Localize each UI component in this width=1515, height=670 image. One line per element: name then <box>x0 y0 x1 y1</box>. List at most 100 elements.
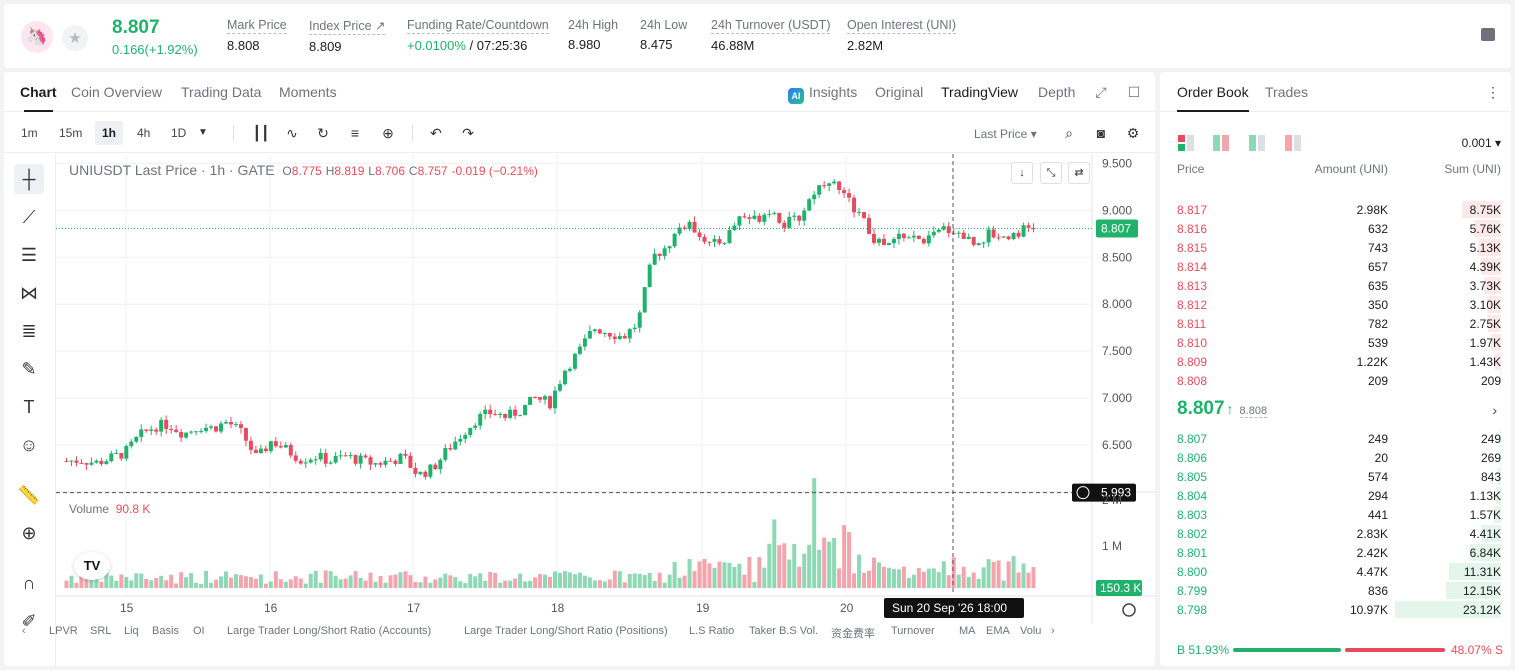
arrow-down-icon[interactable]: ↓ <box>1011 162 1033 184</box>
timeframe-1m[interactable]: 1m <box>21 126 38 140</box>
favorite-star-icon[interactable]: ★ <box>62 25 88 51</box>
candle-type-icon[interactable]: ┃┃ <box>252 125 270 141</box>
ask-row[interactable]: 8.808 209 209 <box>1160 371 1511 390</box>
tradingview-logo[interactable]: TV <box>74 552 110 580</box>
timeframe-dropdown-icon[interactable]: ▼ <box>198 127 208 138</box>
ask-row[interactable]: 8.810 539 1.97K <box>1160 333 1511 352</box>
price-type-select[interactable]: Last Price ▾ <box>974 127 1037 141</box>
indicator-shortcut[interactable]: MA <box>959 625 976 637</box>
templates-icon[interactable]: ≡ <box>350 125 360 141</box>
bid-row[interactable]: 8.802 2.83K 4.41K <box>1160 524 1511 543</box>
settings-gear-icon[interactable]: ⚙ <box>1126 125 1140 141</box>
swap-icon[interactable]: ⇄ <box>1068 162 1090 184</box>
ruler-icon[interactable]: 📏 <box>17 485 41 505</box>
indicator-shortcut[interactable]: Large Trader Long/Short Ratio (Positions… <box>464 625 668 637</box>
tab-trading-data[interactable]: Trading Data <box>181 84 262 100</box>
view-bids-icon[interactable] <box>1249 135 1267 151</box>
mid-price-row[interactable]: 8.807 ↑ 8.808 <box>1177 398 1268 420</box>
bid-row[interactable]: 8.800 4.47K 11.31K <box>1160 562 1511 581</box>
indicator-shortcut[interactable]: Basis <box>152 625 179 637</box>
tab-trades[interactable]: Trades <box>1265 84 1309 100</box>
pattern-icon[interactable]: ⋈ <box>20 283 38 303</box>
ask-row[interactable]: 8.811 782 2.75K <box>1160 314 1511 333</box>
stat-label[interactable]: Mark Price <box>227 18 287 34</box>
text-tool-icon[interactable]: T <box>23 397 35 417</box>
indicator-shortcut[interactable]: Volu <box>1020 625 1042 637</box>
brush-icon[interactable]: ✎ <box>21 359 37 379</box>
bid-row[interactable]: 8.799 836 12.15K <box>1160 581 1511 600</box>
indicator-shortcut[interactable]: EMA <box>986 625 1010 637</box>
ask-row[interactable]: 8.809 1.22K 1.43K <box>1160 352 1511 371</box>
indicator-shortcut[interactable]: Large Trader Long/Short Ratio (Accounts) <box>227 625 432 637</box>
replay-icon[interactable]: ↻ <box>317 125 329 141</box>
candlestick-chart[interactable]: 9.500 9.000 8.500 8.000 7.500 7.000 6.500 15 16 1… <box>56 154 1155 666</box>
bid-row[interactable]: 8.801 2.42K 6.84K <box>1160 543 1511 562</box>
redo-icon[interactable]: ↷ <box>462 125 474 141</box>
indicator-shortcut[interactable]: SRL <box>90 625 112 637</box>
add-indicator-icon[interactable]: ⊕ <box>382 125 394 141</box>
timeframe-1d[interactable]: 1D <box>171 126 187 140</box>
precision-select[interactable]: 0.001 ▾ <box>1461 136 1501 150</box>
book-icon[interactable] <box>1481 28 1495 41</box>
tab-chart[interactable]: Chart <box>20 84 57 112</box>
tab-order-book[interactable]: Order Book <box>1177 84 1249 112</box>
view-sells-icon[interactable] <box>1285 135 1303 151</box>
view-both-icon[interactable] <box>1178 135 1196 151</box>
trend-line-icon[interactable]: ⟋ <box>22 207 36 227</box>
crosshair-icon[interactable]: ┼ <box>14 164 44 194</box>
indicator-shortcut[interactable]: 资金费率 <box>831 628 875 640</box>
undo-icon[interactable]: ↶ <box>430 125 442 141</box>
volume-bar <box>707 563 712 588</box>
indicator-shortcut[interactable]: Liq <box>124 625 139 637</box>
timeframe-15m[interactable]: 15m <box>59 126 83 140</box>
magnet-icon[interactable]: ∩ <box>22 573 36 593</box>
tab-insights[interactable]: AI Insights <box>788 84 857 104</box>
bid-row[interactable]: 8.803 441 1.57K <box>1160 505 1511 524</box>
stat-label[interactable]: Index Price ↗ <box>309 19 386 35</box>
indicator-shortcut[interactable]: Turnover <box>891 625 935 637</box>
collapse-icon[interactable]: ⤡ <box>1040 162 1062 184</box>
stat-label[interactable]: Funding Rate/Countdown <box>407 18 549 34</box>
stat-label[interactable]: Open Interest (UNI) <box>847 18 957 34</box>
more-vertical-icon[interactable]: ⋮ <box>1486 84 1500 100</box>
tab-depth[interactable]: Depth <box>1038 84 1076 100</box>
ask-row[interactable]: 8.816 632 5.76K <box>1160 219 1511 238</box>
timeframe-4h[interactable]: 4h <box>137 126 151 140</box>
pencil-lock-icon[interactable]: ✐ <box>21 611 37 631</box>
ask-row[interactable]: 8.817 2.98K 8.75K <box>1160 200 1511 219</box>
bid-row[interactable]: 8.807 249 249 <box>1160 429 1511 448</box>
timeframe-1h[interactable]: 1h <box>95 121 124 145</box>
zoom-in-icon[interactable]: ⊕ <box>21 523 37 543</box>
bid-row[interactable]: 8.798 10.97K 23.12K <box>1160 600 1511 619</box>
tab-original[interactable]: Original <box>875 84 924 100</box>
scroll-right-icon[interactable]: › <box>1051 625 1055 637</box>
fib-icon[interactable]: ≣ <box>21 321 37 341</box>
bid-row[interactable]: 8.805 574 843 <box>1160 467 1511 486</box>
window-icon[interactable]: ☐ <box>1127 84 1141 100</box>
chevron-right-icon[interactable]: › <box>1492 402 1497 418</box>
expand-icon[interactable]: ⤢ <box>1095 84 1107 100</box>
scroll-left-icon[interactable]: ‹ <box>22 625 26 637</box>
ask-row[interactable]: 8.814 657 4.39K <box>1160 257 1511 276</box>
chart-area[interactable]: 9.500 9.000 8.500 8.000 7.500 7.000 6.500 15 16 1… <box>56 154 1155 666</box>
stat-label[interactable]: 24h Turnover (USDT) <box>711 18 831 34</box>
tab-moments[interactable]: Moments <box>279 84 337 100</box>
ask-row[interactable]: 8.812 350 3.10K <box>1160 295 1511 314</box>
emoji-icon[interactable]: ☺ <box>19 435 39 455</box>
indicators-icon[interactable]: ∿ <box>286 125 298 141</box>
bid-row[interactable]: 8.804 294 1.13K <box>1160 486 1511 505</box>
tab-tradingview[interactable]: TradingView <box>941 84 1019 100</box>
horizontal-lines-icon[interactable]: ☰ <box>20 245 38 265</box>
bid-row[interactable]: 8.806 20 269 <box>1160 448 1511 467</box>
view-asks-icon[interactable] <box>1213 135 1231 151</box>
indicator-shortcut[interactable]: OI <box>193 625 205 637</box>
camera-icon[interactable]: ◙ <box>1096 125 1106 141</box>
indicator-shortcut[interactable]: L.S Ratio <box>689 625 735 637</box>
indicator-shortcut[interactable]: LPVR <box>49 625 78 637</box>
indicator-shortcut[interactable]: Taker B.S Vol. <box>749 625 819 637</box>
ask-row[interactable]: 8.815 743 5.13K <box>1160 238 1511 257</box>
tab-coin-overview[interactable]: Coin Overview <box>71 84 163 100</box>
volume-bar <box>378 576 383 588</box>
ask-row[interactable]: 8.813 635 3.73K <box>1160 276 1511 295</box>
search-icon[interactable]: ⌕ <box>1065 125 1073 141</box>
